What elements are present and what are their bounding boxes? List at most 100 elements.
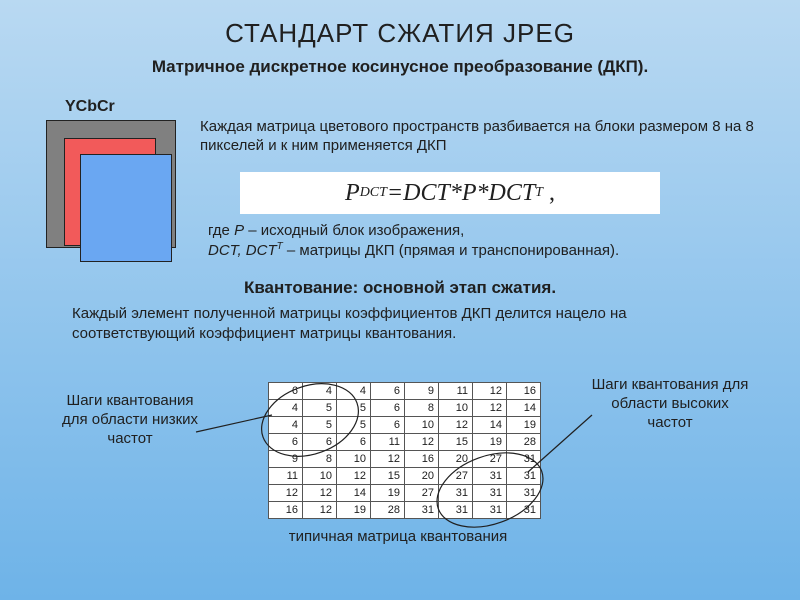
table-cell: 14 <box>337 485 371 502</box>
table-cell: 11 <box>439 383 473 400</box>
table-cell: 5 <box>337 400 371 417</box>
table-cell: 27 <box>405 485 439 502</box>
table-cell: 5 <box>303 417 337 434</box>
para2-e: – матрицы ДКП (прямая и транспонированна… <box>283 242 619 259</box>
formula-r2: P <box>462 180 477 207</box>
table-cell: 19 <box>507 417 541 434</box>
table-cell: 10 <box>405 417 439 434</box>
table-cell: 4 <box>303 383 337 400</box>
table-cell: 6 <box>371 400 405 417</box>
para2-p: Р <box>234 222 244 239</box>
table-cell: 31 <box>439 485 473 502</box>
table-cell: 15 <box>439 434 473 451</box>
table-row: 1212141927313131 <box>269 485 541 502</box>
table-cell: 14 <box>473 417 507 434</box>
table-cell: 31 <box>473 468 507 485</box>
para2-c: – исходный блок изображения, <box>244 222 464 239</box>
table-cell: 31 <box>439 502 473 519</box>
table-cell: 28 <box>371 502 405 519</box>
table-cell: 31 <box>473 502 507 519</box>
plane-cb <box>80 154 172 262</box>
table-cell: 16 <box>405 451 439 468</box>
quantization-table: 6446911121645568101214455610121419666111… <box>268 382 541 519</box>
table-cell: 31 <box>507 451 541 468</box>
table-cell: 4 <box>269 400 303 417</box>
ycbcr-planes <box>46 120 186 260</box>
table-cell: 9 <box>269 451 303 468</box>
table-cell: 16 <box>269 502 303 519</box>
table-cell: 31 <box>507 485 541 502</box>
table-cell: 14 <box>507 400 541 417</box>
paragraph-formula-where: где Р – исходный блок изображения, DCT, … <box>208 222 768 261</box>
formula-comma: , <box>549 180 555 207</box>
formula-star1: * <box>450 180 462 207</box>
table-cell: 31 <box>507 502 541 519</box>
paragraph-dct-intro: Каждая матрица цветового пространств раз… <box>200 118 760 156</box>
table-cell: 10 <box>303 468 337 485</box>
table-cell: 12 <box>405 434 439 451</box>
table-cell: 12 <box>473 400 507 417</box>
table-cell: 8 <box>303 451 337 468</box>
table-cell: 12 <box>371 451 405 468</box>
table-cell: 8 <box>405 400 439 417</box>
table-cell: 10 <box>337 451 371 468</box>
formula-lhs-sub: DCT <box>360 185 387 201</box>
table-cell: 6 <box>303 434 337 451</box>
dct-formula: PDCT = DCT * P * DCTT , <box>240 172 660 214</box>
table-cell: 6 <box>269 383 303 400</box>
table-cell: 11 <box>371 434 405 451</box>
table-cell: 12 <box>303 502 337 519</box>
table-cell: 12 <box>337 468 371 485</box>
table-cell: 12 <box>439 417 473 434</box>
table-cell: 19 <box>371 485 405 502</box>
ycbcr-label: YCbCr <box>65 98 115 116</box>
slide-subtitle: Матричное дискретное косинусное преобраз… <box>0 57 800 77</box>
table-cell: 12 <box>473 383 507 400</box>
formula-star2: * <box>476 180 488 207</box>
table-cell: 16 <box>507 383 541 400</box>
table-row: 64469111216 <box>269 383 541 400</box>
table-cell: 31 <box>473 485 507 502</box>
table-cell: 19 <box>473 434 507 451</box>
table-cell: 15 <box>371 468 405 485</box>
table-cell: 28 <box>507 434 541 451</box>
slide-title: СТАНДАРТ СЖАТИЯ JPEG <box>0 0 800 49</box>
paragraph-quantization: Каждый элемент полученной матрицы коэффи… <box>72 304 732 343</box>
table-row: 1110121520273131 <box>269 468 541 485</box>
label-low-freq-steps: Шаги квантования для области низких част… <box>60 392 200 448</box>
formula-r3: DCT <box>488 180 535 207</box>
quantization-matrix: 6446911121645568101214455610121419666111… <box>268 382 541 519</box>
table-cell: 20 <box>439 451 473 468</box>
matrix-caption: типичная матрица квантования <box>268 528 528 545</box>
quantization-heading: Квантование: основной этап сжатия. <box>0 278 800 298</box>
table-cell: 6 <box>371 383 405 400</box>
table-cell: 6 <box>269 434 303 451</box>
table-cell: 6 <box>371 417 405 434</box>
table-cell: 31 <box>405 502 439 519</box>
formula-r1: DCT <box>403 180 450 207</box>
table-row: 6661112151928 <box>269 434 541 451</box>
table-row: 1612192831313131 <box>269 502 541 519</box>
label-high-freq-steps: Шаги квантования для области высоких час… <box>590 376 750 432</box>
table-cell: 12 <box>269 485 303 502</box>
formula-eq: = <box>387 180 403 207</box>
table-cell: 27 <box>439 468 473 485</box>
table-row: 98101216202731 <box>269 451 541 468</box>
table-row: 45568101214 <box>269 400 541 417</box>
table-cell: 20 <box>405 468 439 485</box>
pointer-line-left <box>196 415 272 432</box>
table-cell: 10 <box>439 400 473 417</box>
table-cell: 4 <box>269 417 303 434</box>
para2-d: DCT, DCT <box>208 242 277 259</box>
table-cell: 27 <box>473 451 507 468</box>
table-cell: 5 <box>303 400 337 417</box>
table-row: 455610121419 <box>269 417 541 434</box>
table-cell: 12 <box>303 485 337 502</box>
table-cell: 6 <box>337 434 371 451</box>
table-cell: 31 <box>507 468 541 485</box>
table-cell: 5 <box>337 417 371 434</box>
table-cell: 4 <box>337 383 371 400</box>
table-cell: 9 <box>405 383 439 400</box>
para2-a: где <box>208 222 234 239</box>
table-cell: 19 <box>337 502 371 519</box>
